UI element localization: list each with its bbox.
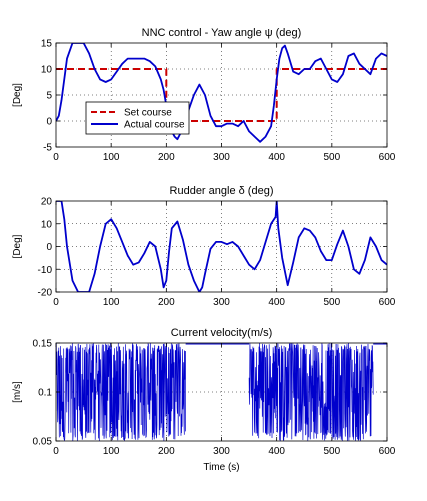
series-line-velocity (56, 343, 374, 441)
plot-area (56, 201, 387, 292)
x-axis-label: Time (s) (203, 462, 239, 473)
x-tick-label: 400 (268, 446, 285, 457)
y-tick-label: 0.1 (38, 388, 52, 399)
series-line-set-course (56, 68, 387, 122)
chart-title: Rudder angle δ (deg) (170, 185, 274, 197)
chart-panel-3: 0 100 200 300 400 500 600 0.05 0.1 0.15 Current ve… (12, 327, 396, 473)
y-tick-label: 0 (46, 242, 52, 253)
series-line-rudder-angle (56, 201, 387, 292)
x-tick-label: 200 (158, 446, 175, 457)
x-tick-label: 500 (323, 152, 340, 163)
y-tick-label: 10 (41, 65, 53, 76)
y-tick-label: 5 (46, 91, 52, 102)
x-tick-label: 0 (53, 297, 59, 308)
y-tick-label: -20 (38, 288, 53, 299)
y-tick-label: 10 (41, 219, 53, 230)
x-tick-label: 0 (53, 446, 59, 457)
y-axis-label: [Deg] (12, 234, 23, 258)
x-tick-label: 600 (379, 446, 396, 457)
legend-label: Set course (124, 108, 172, 119)
x-tick-label: 300 (213, 297, 230, 308)
x-tick-label: 200 (158, 152, 175, 163)
legend-label: Actual course (124, 120, 185, 131)
x-tick-label: 500 (323, 446, 340, 457)
chart-panel-2: 0 100 200 300 400 500 600 -20 -10 0 10 20 Rudder ang… (12, 185, 396, 308)
x-tick-label: 600 (379, 152, 396, 163)
x-tick-label: 200 (158, 297, 175, 308)
x-tick-label: 300 (213, 446, 230, 457)
y-tick-label: 15 (41, 39, 53, 50)
x-tick-label: 600 (379, 297, 396, 308)
x-tick-label: 100 (103, 152, 120, 163)
y-axis-label: [Deg] (12, 83, 23, 107)
series-group (56, 201, 387, 292)
series-group (56, 343, 387, 441)
x-tick-label: 400 (268, 297, 285, 308)
legend-box (85, 101, 190, 135)
x-tick-label: 300 (213, 152, 230, 163)
chart-title: Current velocity(m/s) (171, 327, 272, 339)
y-tick-label: 0.15 (33, 339, 53, 350)
y-tick-label: 0 (46, 117, 52, 128)
x-tick-label: 400 (268, 152, 285, 163)
y-tick-label: 0.05 (33, 437, 53, 448)
x-tick-label: 0 (53, 152, 59, 163)
chart-title: NNC control - Yaw angle ψ (deg) (142, 27, 302, 39)
series-group (56, 43, 387, 143)
x-tick-label: 100 (103, 446, 120, 457)
x-tick-label: 500 (323, 297, 340, 308)
x-tick-label: 100 (103, 297, 120, 308)
y-tick-label: 20 (41, 197, 53, 208)
y-tick-label: -5 (43, 143, 52, 154)
y-axis-label: [m/s] (12, 381, 23, 403)
y-tick-label: -10 (38, 265, 53, 276)
series-line-actual-course (56, 43, 387, 143)
